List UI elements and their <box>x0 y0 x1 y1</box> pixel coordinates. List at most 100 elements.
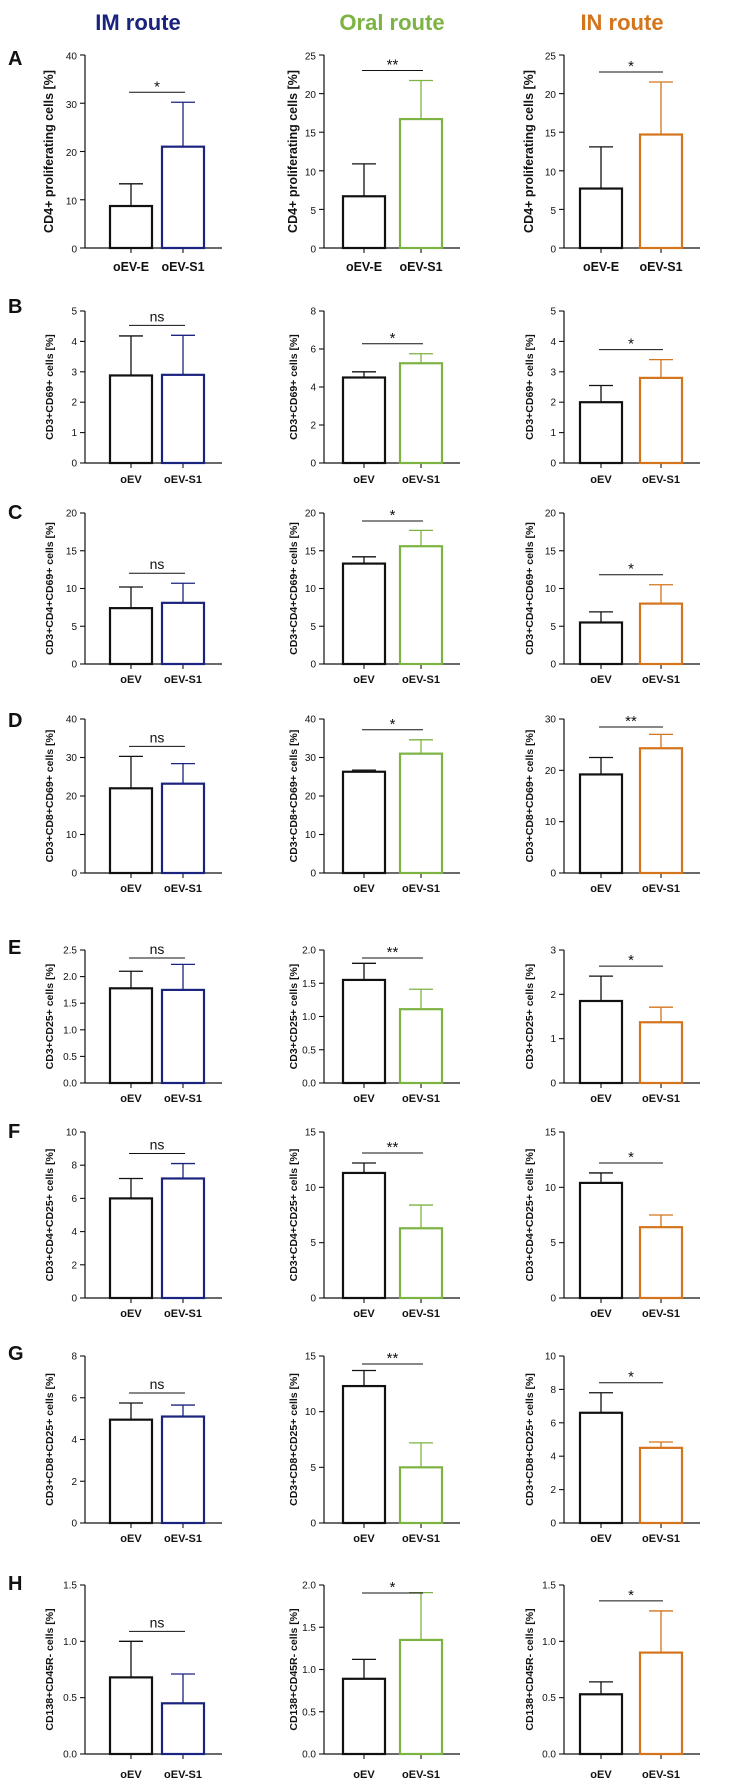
y-tick-label: 0 <box>550 245 556 256</box>
bar-oev <box>578 773 624 875</box>
panel-h-oral: 0.0 0.5 1.0 1.5 2.0 oEV oEV-S1 * CD138+CD45R- ce… <box>288 1579 460 1781</box>
y-tick-label: 3 <box>550 367 556 378</box>
significance-label: ** <box>387 56 399 73</box>
row-label: G <box>8 1343 24 1365</box>
y-tick-label: 2 <box>310 421 316 432</box>
category-label: oEV <box>120 474 142 486</box>
y-axis-title: CD3+CD8+CD69+ cells [%] <box>288 730 300 863</box>
y-axis-title: CD138+CD45R- cells [%] <box>288 1608 300 1730</box>
y-tick-label: 1.0 <box>302 1665 316 1676</box>
category-label: oEV <box>353 1769 375 1781</box>
y-tick-label: 10 <box>545 1352 557 1363</box>
y-tick-label: 0.5 <box>302 1045 316 1056</box>
bar-oev-s1 <box>638 1021 684 1085</box>
bar-oev <box>108 1676 154 1756</box>
category-label: oEV <box>120 674 142 686</box>
panel-c-im: C 0 5 10 15 20 oEV oEV-S1 ns CD3+CD4+CD69+ cells … <box>8 502 222 686</box>
bar-oev-e <box>341 195 387 250</box>
y-tick-label: 0.0 <box>302 1079 316 1090</box>
y-tick-label: 20 <box>545 509 557 520</box>
category-label: oEV-S1 <box>164 1533 202 1545</box>
panel-h-in: 0.0 0.5 1.0 1.5 oEV oEV-S1 * CD138+CD45R- cells… <box>524 1581 700 1781</box>
y-tick-label: 6 <box>550 1418 556 1429</box>
bar-oev-s1 <box>160 1177 206 1300</box>
y-tick-label: 20 <box>305 792 317 803</box>
y-tick-label: 1.0 <box>542 1637 556 1648</box>
y-tick-label: 0 <box>310 660 316 671</box>
category-label: oEV-S1 <box>639 260 682 274</box>
panel-a-oral: 0 5 10 15 20 25 oEV-E oEV-S1 ** CD4+ proliferatin… <box>286 52 460 274</box>
y-tick-label: 15 <box>545 1128 557 1139</box>
y-axis-title: CD3+CD8+CD25+ cells [%] <box>524 1373 536 1506</box>
y-tick-label: 2 <box>550 1485 556 1496</box>
bar-oev <box>108 374 154 465</box>
y-tick-label: 10 <box>66 196 78 207</box>
bar-oev-s1 <box>398 545 444 666</box>
significance-label: * <box>390 507 396 524</box>
row-label: C <box>8 502 22 524</box>
significance-label: ** <box>387 1350 399 1367</box>
category-label: oEV-S1 <box>399 260 442 274</box>
y-tick-label: 40 <box>66 52 78 63</box>
y-axis-title: CD3+CD4+CD25+ cells [%] <box>44 1149 56 1282</box>
significance-label: ns <box>150 1614 165 1630</box>
y-tick-label: 0 <box>310 1519 316 1530</box>
y-tick-label: 5 <box>310 1463 316 1474</box>
bar-oev <box>108 607 154 666</box>
y-axis-title: CD3+CD4+CD25+ cells [%] <box>288 1149 300 1282</box>
category-label: oEV-S1 <box>164 883 202 895</box>
bar-oev <box>578 401 624 465</box>
category-label: oEV-S1 <box>161 260 204 274</box>
y-axis-title: CD3+CD8+CD69+ cells [%] <box>44 730 56 863</box>
y-tick-label: 5 <box>550 206 556 217</box>
y-tick-label: 10 <box>305 1407 317 1418</box>
y-tick-label: 0 <box>71 660 77 671</box>
y-axis-title: CD138+CD45R- cells [%] <box>524 1608 536 1730</box>
bar-oev <box>341 1677 387 1756</box>
significance-label: * <box>628 952 634 969</box>
category-label: oEV <box>353 883 375 895</box>
y-tick-label: 6 <box>310 345 316 356</box>
panel-h-im: H 0.0 0.5 1.0 1.5 oEV oEV-S1 ns CD138+CD45R- cel… <box>8 1573 222 1781</box>
y-tick-label: 0 <box>550 869 556 880</box>
y-axis-title: CD3+CD25+ cells [%] <box>524 964 536 1070</box>
y-tick-label: 8 <box>71 1352 77 1363</box>
panel-a-in: 0 5 10 15 20 25 oEV-E oEV-S1 * CD4+ proliferating… <box>522 52 700 274</box>
panel-d-in: 0 10 20 30 oEV oEV-S1 ** CD3+CD8+CD69+ cells [%… <box>524 713 700 895</box>
category-label: oEV <box>590 1093 612 1105</box>
y-tick-label: 5 <box>550 307 556 318</box>
panel-e-in: 0 1 2 3 oEV oEV-S1 * CD3+CD25+ cells [%] <box>524 946 700 1105</box>
category-label: oEV-S1 <box>642 1769 680 1781</box>
category-label: oEV <box>120 883 142 895</box>
category-label: oEV-S1 <box>164 1093 202 1105</box>
panel-b-im: B 0 1 2 3 4 5 oEV oEV-S1 ns CD3+CD69+ cells [%] <box>8 296 222 486</box>
bar-oev <box>341 562 387 666</box>
y-tick-label: 0 <box>550 459 556 470</box>
y-tick-label: 8 <box>550 1385 556 1396</box>
y-tick-label: 2 <box>550 990 556 1001</box>
bar-oev <box>108 787 154 875</box>
y-tick-label: 10 <box>305 830 317 841</box>
y-axis-title: CD138+CD45R- cells [%] <box>44 1608 56 1730</box>
panel-g-oral: 0 5 10 15 oEV oEV-S1 ** CD3+CD8+CD25+ cells [%] <box>288 1350 460 1545</box>
y-tick-label: 3 <box>550 946 556 957</box>
y-tick-label: 1.0 <box>63 1025 77 1036</box>
bar-oev-s1 <box>160 145 206 250</box>
bar-oev-s1 <box>638 602 684 666</box>
significance-label: * <box>628 1369 634 1386</box>
category-label: oEV <box>353 1308 375 1320</box>
row-label: D <box>8 710 22 732</box>
category-label: oEV-E <box>346 260 382 274</box>
category-label: oEV <box>590 1769 612 1781</box>
y-tick-label: 25 <box>305 52 317 63</box>
bar-oev-e <box>108 204 154 250</box>
panel-f-im: F 0 2 4 6 8 10 oEV oEV-S1 ns CD3+CD4+CD25+ cells [… <box>8 1121 222 1320</box>
y-tick-label: 10 <box>66 830 78 841</box>
y-tick-label: 30 <box>545 715 557 726</box>
y-axis-title: CD3+CD69+ cells [%] <box>288 334 300 440</box>
category-label: oEV-S1 <box>642 474 680 486</box>
y-tick-label: 0 <box>71 1519 77 1530</box>
significance-label: ns <box>150 308 165 324</box>
panel-g-in: 0 2 4 6 8 10 oEV oEV-S1 * CD3+CD8+CD25+ cells [%] <box>524 1352 700 1545</box>
y-tick-label: 15 <box>305 546 317 557</box>
